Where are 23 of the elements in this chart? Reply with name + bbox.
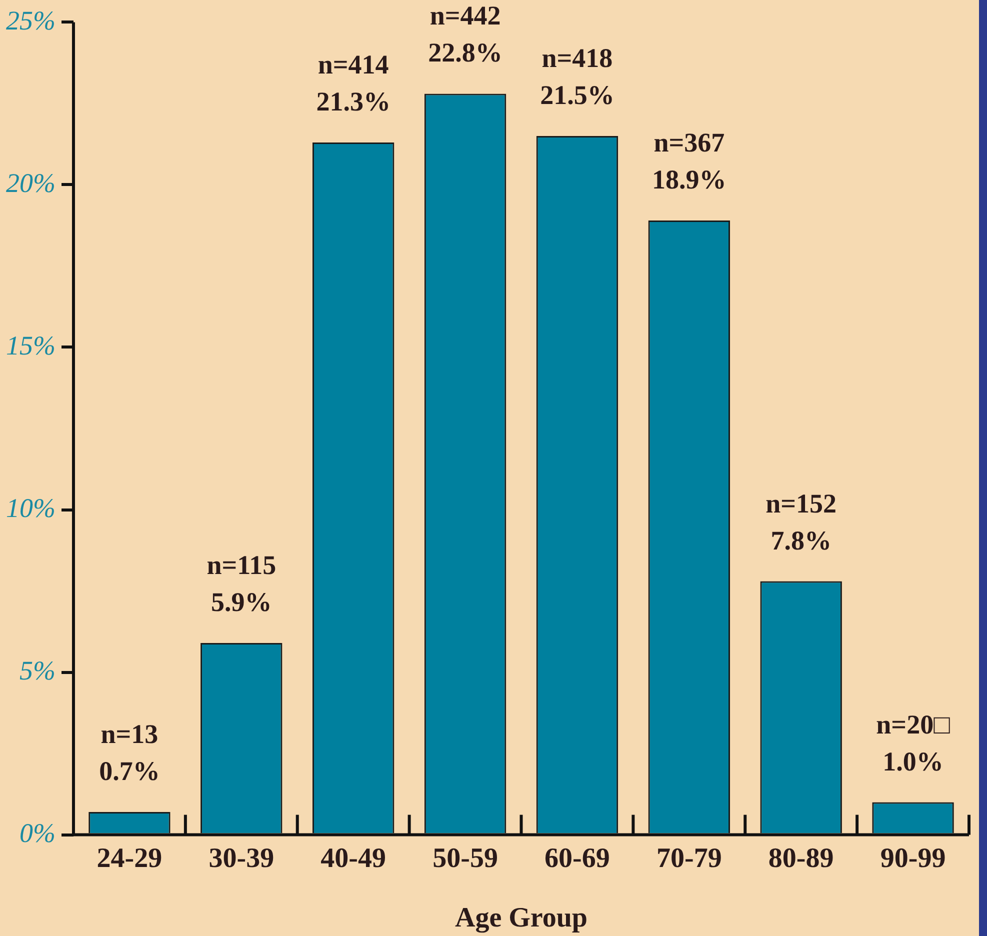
x-tick-label: 30-39	[208, 842, 274, 874]
x-tick-label: 40-49	[320, 842, 386, 874]
y-tick-label: 15%	[6, 330, 56, 360]
y-tick-label: 5%	[19, 655, 56, 686]
x-tick-label: 90-99	[880, 842, 946, 874]
x-axis-title: Age Group	[454, 902, 588, 934]
data-label: n=115 5.9%	[206, 550, 276, 618]
data-label: n=13 0.7%	[99, 719, 160, 786]
x-tick-label: 70-79	[656, 842, 722, 874]
data-label: n=442 22.8%	[428, 0, 502, 68]
data-label: n=418 21.5%	[540, 42, 614, 110]
data-label: n=367 18.9%	[652, 127, 726, 194]
x-tick-label: 24-29	[96, 842, 162, 874]
x-tick-label: 60-69	[544, 842, 610, 874]
y-tick-label: 0%	[19, 818, 56, 848]
data-label: n=20□ 1.0%	[876, 709, 951, 776]
y-tick-label: 25%	[6, 5, 56, 36]
data-label: n=414 21.3%	[316, 49, 390, 116]
y-tick-label: 20%	[6, 168, 56, 198]
y-tick-label: 10%	[6, 492, 56, 523]
x-tick-label: 80-89	[768, 842, 834, 874]
x-tick-label: 50-59	[432, 842, 498, 874]
data-label: n=152 7.8%	[766, 488, 837, 556]
